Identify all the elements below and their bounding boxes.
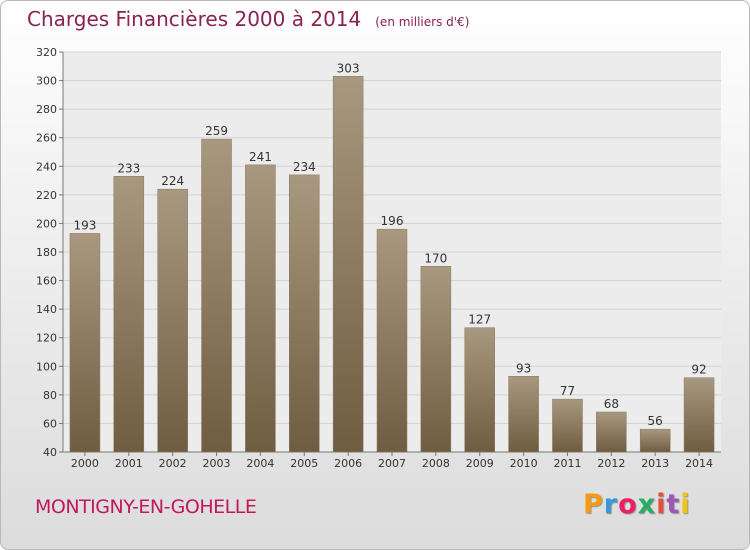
data-label: 241	[249, 150, 272, 164]
bar	[113, 176, 145, 453]
y-tick-label: 200	[36, 217, 57, 230]
data-label: 92	[691, 363, 706, 377]
x-tick-label: 2010	[510, 457, 538, 470]
data-label: 77	[560, 384, 575, 398]
data-label: 93	[516, 361, 531, 375]
bar	[552, 398, 583, 453]
logo-letter: P	[583, 489, 604, 520]
y-tick-label: 180	[36, 246, 57, 259]
x-tick-label: 2006	[334, 457, 362, 470]
bar	[201, 138, 232, 453]
y-tick-label: 100	[36, 360, 57, 373]
logo-letter: i	[656, 489, 667, 520]
y-tick-label: 40	[43, 446, 57, 459]
data-label: 233	[117, 161, 140, 175]
y-tick-label: 140	[36, 303, 57, 316]
y-tick-label: 280	[36, 103, 57, 116]
y-tick-label: 320	[36, 46, 57, 59]
y-tick-label: 160	[36, 275, 57, 288]
y-tick-label: 220	[36, 189, 57, 202]
x-tick-label: 2011	[553, 457, 581, 470]
bar	[332, 76, 364, 453]
data-label: 196	[381, 214, 404, 228]
y-tick-label: 240	[36, 160, 57, 173]
x-tick-label: 2004	[246, 457, 274, 470]
data-label: 303	[337, 61, 360, 75]
x-tick-label: 2014	[685, 457, 713, 470]
x-tick-label: 2008	[422, 457, 450, 470]
y-tick-label: 300	[36, 75, 57, 88]
y-tick-label: 120	[36, 332, 57, 345]
logo-letter: o	[618, 489, 638, 520]
bar	[639, 428, 671, 453]
x-tick-label: 2000	[71, 457, 99, 470]
data-label: 193	[73, 218, 96, 232]
data-label: 170	[424, 251, 447, 265]
bar	[69, 233, 101, 453]
bar	[245, 164, 276, 453]
bar	[464, 327, 495, 453]
x-tick-label: 2013	[641, 457, 669, 470]
data-label: 234	[293, 160, 316, 174]
y-tick-label: 60	[43, 417, 57, 430]
y-tick-label: 260	[36, 132, 57, 145]
x-tick-label: 2007	[378, 457, 406, 470]
x-tick-label: 2002	[159, 457, 187, 470]
bar	[683, 377, 715, 453]
title-text: Charges Financières 2000 à 2014	[27, 7, 362, 31]
bar	[596, 411, 627, 453]
bar	[508, 376, 539, 453]
bar	[157, 188, 188, 453]
x-tick-label: 2005	[290, 457, 318, 470]
bar	[376, 228, 408, 453]
data-label: 127	[468, 313, 491, 327]
data-label: 56	[648, 414, 663, 428]
x-tick-label: 2012	[597, 457, 625, 470]
chart-subtitle: (en milliers d'€)	[375, 15, 470, 29]
data-label: 224	[161, 174, 184, 188]
commune-name: MONTIGNY-EN-GOHELLE	[35, 496, 257, 518]
data-label: 259	[205, 124, 228, 138]
logo-letter: t	[666, 489, 681, 520]
x-tick-label: 2003	[203, 457, 231, 470]
bar	[289, 174, 320, 453]
data-label: 68	[604, 397, 619, 411]
y-tick-label: 80	[43, 389, 57, 402]
logo-letter: x	[637, 489, 657, 520]
logo-letter: r	[603, 489, 619, 520]
chart-title: Charges Financières 2000 à 2014 (en milli…	[27, 7, 469, 31]
x-tick-label: 2009	[466, 457, 494, 470]
bar	[420, 266, 452, 453]
x-tick-label: 2001	[115, 457, 143, 470]
proxiti-logo[interactable]: Proxiti	[583, 489, 691, 520]
logo-letter: i	[680, 489, 691, 520]
